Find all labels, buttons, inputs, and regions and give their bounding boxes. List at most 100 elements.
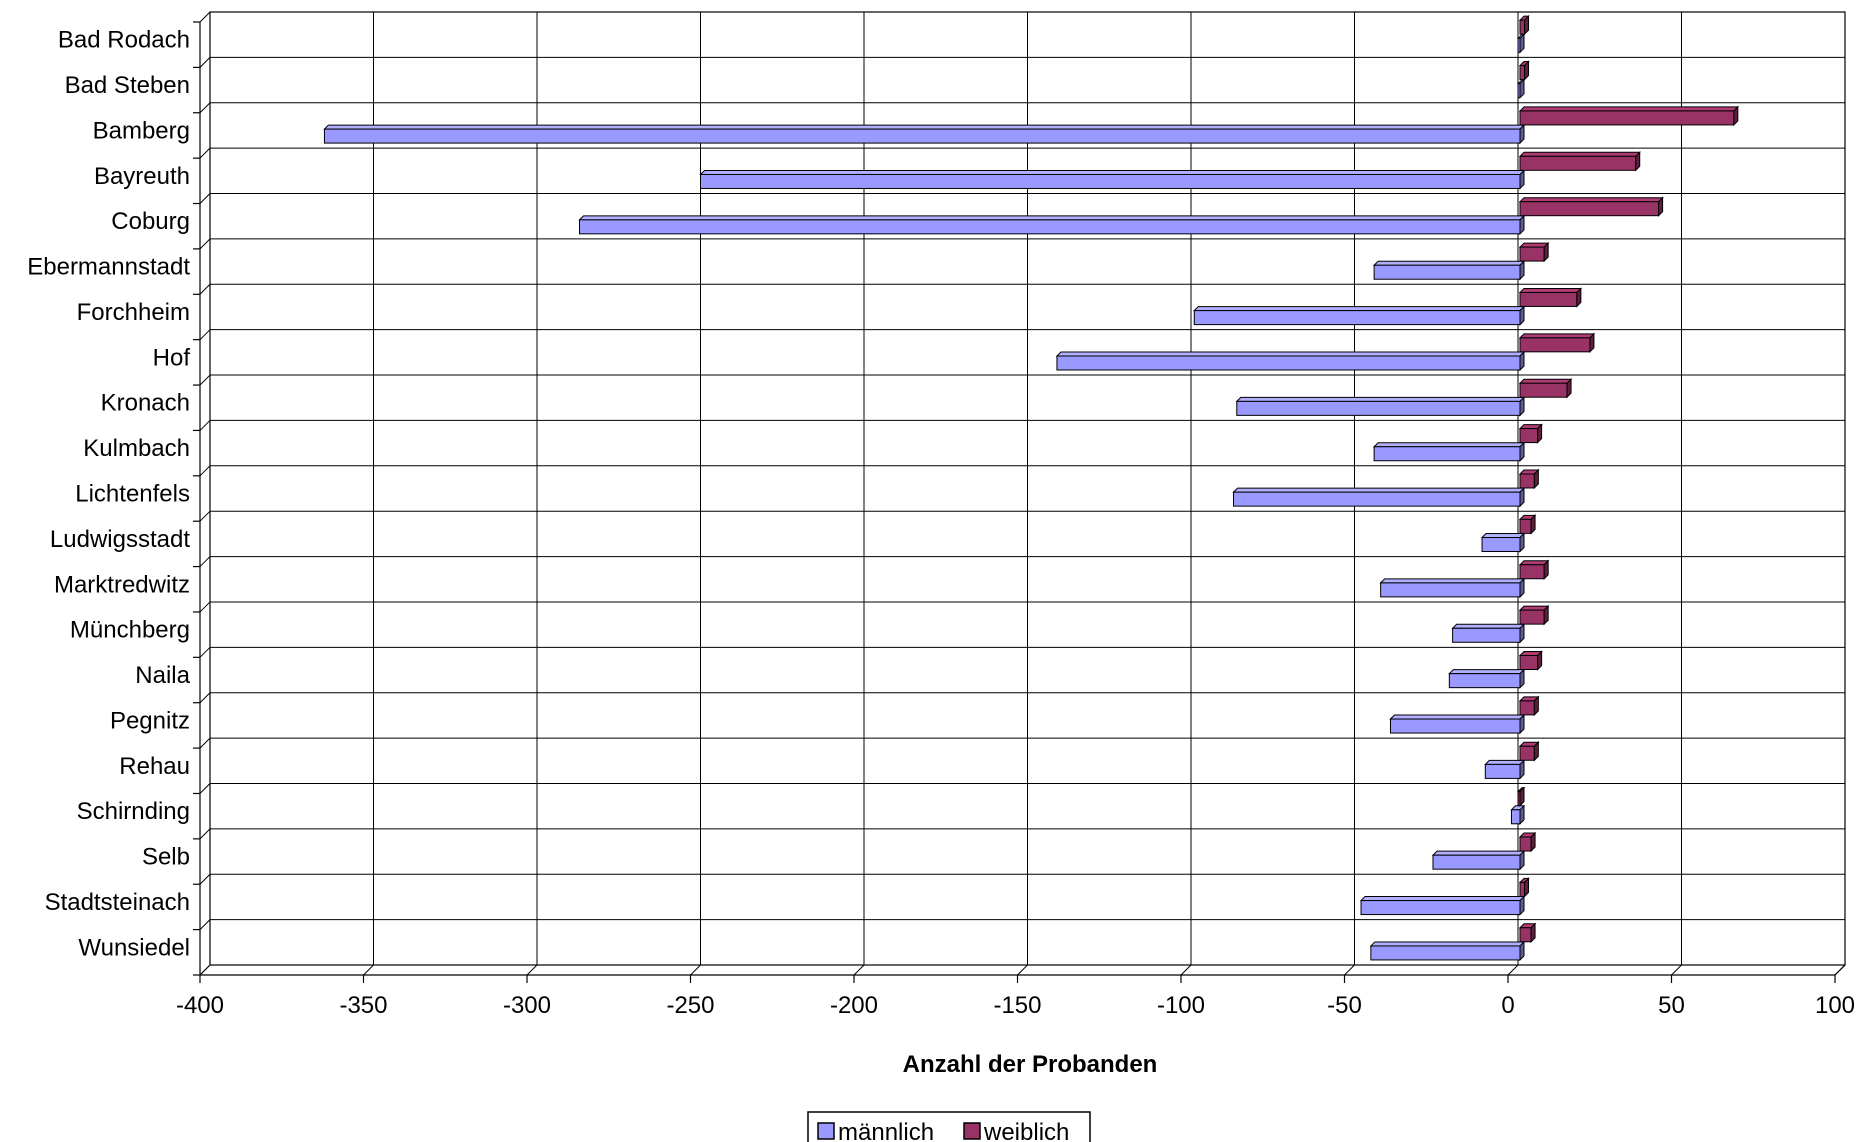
side-wall-line bbox=[199, 510, 211, 522]
bar-maennlich-lichtenfels bbox=[1232, 486, 1526, 508]
bar-weiblich-schirnding bbox=[1516, 786, 1526, 807]
x-tick-labels: -400 -350 -300 -250 -200 -150 -100 -50 0 50 100 bbox=[176, 992, 1855, 1019]
bar-maennlich-marktredwitz bbox=[1379, 577, 1526, 599]
floor-gridline bbox=[853, 964, 865, 976]
side-wall-line bbox=[199, 783, 211, 794]
bar-maennlich-bamberg bbox=[323, 123, 1526, 145]
x-tick-label: -100 bbox=[1157, 992, 1205, 1019]
x-tick-label: 100 bbox=[1815, 992, 1855, 1019]
category-label: Kronach bbox=[101, 390, 190, 417]
category-labels: Bad Rodach Bad Steben Bamberg Bayreuth Cobur… bbox=[27, 27, 190, 962]
side-wall-line bbox=[199, 737, 211, 749]
side-wall-line bbox=[199, 919, 211, 930]
bar-maennlich-stadtsteinach bbox=[1359, 895, 1526, 916]
category-label: Bamberg bbox=[93, 117, 190, 144]
x-tick-label: 0 bbox=[1501, 992, 1514, 1019]
x-tick-label: -250 bbox=[666, 992, 714, 1019]
category-label: Münchberg bbox=[70, 617, 190, 644]
side-wall-line bbox=[199, 57, 211, 68]
side-wall-line bbox=[199, 692, 211, 704]
bar-weiblich-hof bbox=[1518, 332, 1596, 354]
category-label: Marktredwitz bbox=[54, 571, 190, 598]
bar-weiblich-marktredwitz bbox=[1518, 559, 1550, 580]
bar-weiblich-stadtsteinach bbox=[1518, 877, 1530, 898]
side-wall-line bbox=[199, 193, 211, 204]
bar-maennlich-rehau bbox=[1484, 759, 1526, 780]
bar-maennlich-muenchberg bbox=[1451, 623, 1526, 644]
side-wall-line bbox=[199, 238, 211, 250]
floor-gridline bbox=[1671, 964, 1682, 976]
bar-weiblich-bamberg bbox=[1518, 105, 1740, 127]
bar-maennlich-schirnding bbox=[1510, 804, 1526, 826]
bar-maennlich-bayreuth bbox=[699, 169, 1526, 190]
category-label: Rehau bbox=[119, 753, 190, 780]
bar-maennlich-selb bbox=[1431, 849, 1526, 871]
bar-maennlich-bad-rodach bbox=[1516, 33, 1526, 54]
side-wall-line bbox=[199, 374, 211, 386]
side-wall-line bbox=[199, 283, 211, 295]
legend-box bbox=[807, 1111, 1091, 1142]
bar-weiblich-selb bbox=[1518, 831, 1537, 853]
bar-weiblich-bad-rodach bbox=[1518, 14, 1530, 36]
legend-label-maennlich: männlich bbox=[838, 1119, 934, 1142]
side-wall-line bbox=[199, 828, 211, 840]
bar-maennlich-kulmbach bbox=[1372, 441, 1526, 462]
bar-weiblich-pegnitz bbox=[1518, 695, 1540, 717]
bar-weiblich-bayreuth bbox=[1518, 151, 1641, 172]
bar-weiblich-bad-steben bbox=[1518, 60, 1530, 81]
floor-gridline bbox=[363, 964, 374, 976]
legend-swatch-weiblich bbox=[963, 1122, 981, 1140]
bar-weiblich-muenchberg bbox=[1518, 604, 1550, 626]
side-wall-line bbox=[199, 556, 211, 567]
category-label: Bad Steben bbox=[65, 72, 190, 99]
floor-gridline bbox=[526, 964, 538, 976]
category-label: Naila bbox=[135, 662, 190, 689]
legend-label-weiblich: weiblich bbox=[983, 1119, 1069, 1142]
category-label: Selb bbox=[142, 844, 190, 871]
floor-gridline bbox=[1507, 964, 1519, 976]
side-wall-line bbox=[199, 601, 211, 613]
x-tick-label: -300 bbox=[503, 992, 551, 1019]
bar-weiblich-wunsiedel bbox=[1518, 922, 1537, 943]
bar-maennlich-ebermannstadt bbox=[1372, 260, 1526, 281]
side-wall-line bbox=[199, 646, 211, 658]
bar-maennlich-ludwigsstadt bbox=[1480, 532, 1526, 553]
floor-gridline bbox=[1344, 964, 1355, 976]
x-tick-label: -150 bbox=[993, 992, 1041, 1019]
side-wall-line bbox=[199, 329, 211, 341]
bar-maennlich-wunsiedel bbox=[1369, 940, 1526, 962]
side-wall-line bbox=[199, 11, 211, 23]
category-label: Lichtenfels bbox=[75, 481, 190, 508]
side-wall-line bbox=[199, 147, 211, 159]
floor-edge bbox=[1834, 964, 1846, 976]
side-wall-line bbox=[199, 420, 211, 431]
bar-weiblich-kulmbach bbox=[1518, 423, 1543, 444]
bar-weiblich-ebermannstadt bbox=[1518, 241, 1550, 263]
category-label: Ebermannstadt bbox=[27, 254, 190, 281]
side-wall-line bbox=[199, 873, 211, 885]
category-label: Pegnitz bbox=[110, 707, 190, 734]
bar-maennlich-naila bbox=[1448, 668, 1526, 689]
bar-weiblich-ludwigsstadt bbox=[1518, 514, 1537, 535]
x-tick-label: -350 bbox=[339, 992, 387, 1019]
bar-weiblich-lichtenfels bbox=[1518, 468, 1540, 490]
floor-gridline bbox=[1017, 964, 1028, 976]
category-label: Ludwigsstadt bbox=[50, 526, 190, 553]
category-label: Schirnding bbox=[77, 798, 190, 825]
bar-weiblich-rehau bbox=[1518, 741, 1540, 762]
category-label: Kulmbach bbox=[83, 435, 190, 462]
x-tick-label: -50 bbox=[1327, 992, 1362, 1019]
bar-maennlich-bad-steben bbox=[1516, 78, 1526, 99]
legend-swatch-maennlich bbox=[817, 1122, 835, 1140]
floor-gridline bbox=[1180, 964, 1192, 976]
category-label: Bayreuth bbox=[94, 163, 190, 190]
x-axis-title: Anzahl der Probanden bbox=[903, 1051, 1158, 1078]
bar-maennlich-hof bbox=[1055, 350, 1526, 372]
side-wall-line bbox=[199, 964, 211, 976]
bar-weiblich-forchheim bbox=[1518, 287, 1583, 308]
side-wall-line bbox=[199, 102, 211, 114]
bar-weiblich-coburg bbox=[1518, 196, 1664, 217]
x-tick-label: -200 bbox=[830, 992, 878, 1019]
category-label: Hof bbox=[153, 344, 191, 371]
